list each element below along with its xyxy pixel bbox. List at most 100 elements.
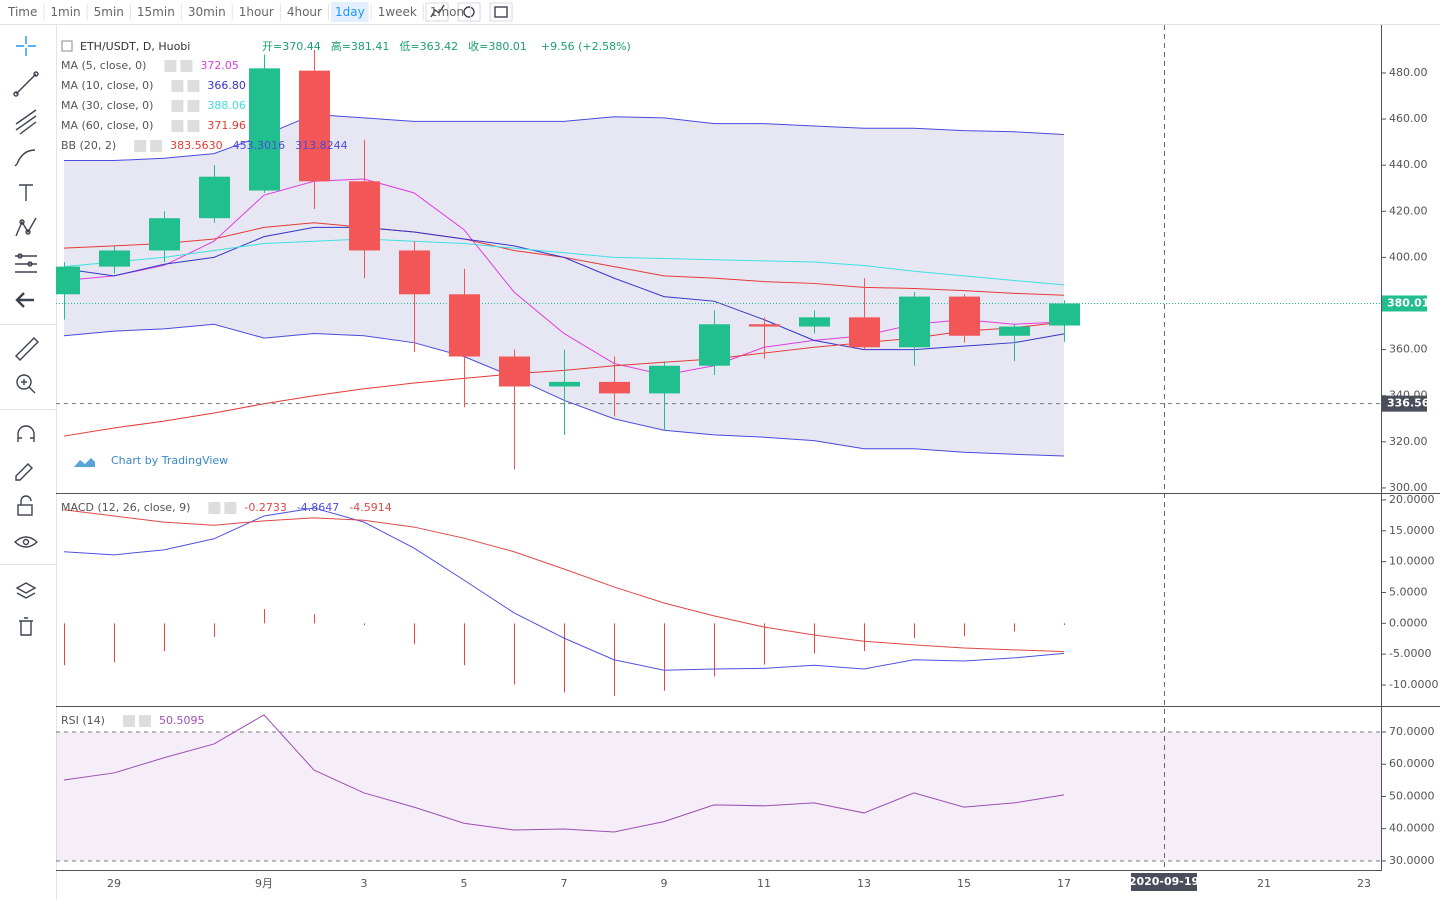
ohlc-label: 收=380.01 xyxy=(468,39,527,53)
ohlc-label: 开=370.44 xyxy=(262,40,321,53)
y-tick-label: 320.00 xyxy=(1389,435,1428,448)
y-tick-label: 400.00 xyxy=(1389,250,1428,263)
candle-body xyxy=(849,317,880,348)
magnet-tool[interactable] xyxy=(17,425,35,442)
indicator-value: 371.96 xyxy=(207,119,246,132)
legend-settings[interactable] xyxy=(122,715,135,727)
screenshot-icon xyxy=(494,6,508,18)
legend-settings[interactable] xyxy=(171,80,184,92)
indicator-value: 50.5095 xyxy=(159,714,205,727)
rsi-band xyxy=(56,731,1381,861)
x-tick-label: 3 xyxy=(361,877,368,890)
candle-body xyxy=(499,356,530,387)
candle-body xyxy=(399,250,430,295)
legend-close[interactable] xyxy=(180,60,193,72)
candle-body xyxy=(599,381,630,394)
x-tick-label: 15 xyxy=(957,877,971,890)
pattern-tool[interactable] xyxy=(15,217,37,237)
y-tick-label: 70.0000 xyxy=(1389,725,1435,738)
interval-button[interactable]: 1week xyxy=(378,5,417,19)
fib-tool[interactable] xyxy=(15,109,37,135)
y-tick-label: 0.0000 xyxy=(1389,616,1428,629)
y-tick-label: -10.0000 xyxy=(1389,678,1438,691)
crosshair-tool[interactable] xyxy=(16,36,36,56)
interval-button[interactable]: 1day xyxy=(335,5,365,19)
text-tool[interactable] xyxy=(19,184,33,201)
legend-settings[interactable] xyxy=(171,100,184,112)
settings-button[interactable] xyxy=(457,2,481,22)
left-toolbar xyxy=(0,25,57,900)
candle-body xyxy=(749,324,780,327)
x-tick-label: 5 xyxy=(461,877,468,890)
indicator-name: RSI (14) xyxy=(61,714,105,727)
back-tool[interactable] xyxy=(15,292,34,308)
candle-body xyxy=(349,181,380,251)
interval-button[interactable]: 5min xyxy=(94,5,124,19)
indicator-value: -4.8647 xyxy=(297,501,339,514)
ruler-tool[interactable] xyxy=(15,337,39,361)
x-tick-label: 11 xyxy=(757,877,771,890)
indicator-value: -4.5914 xyxy=(349,501,391,514)
candle-body xyxy=(199,176,230,219)
y-tick-label: 15.0000 xyxy=(1389,524,1435,537)
lock-tool[interactable] xyxy=(17,495,33,516)
candle-body xyxy=(449,294,480,357)
legend-close[interactable] xyxy=(138,715,151,727)
interval-button[interactable]: 1min xyxy=(50,5,80,19)
macd-line xyxy=(63,507,1065,671)
ohlc-label: 高=381.41 xyxy=(331,39,390,53)
legend-settings[interactable] xyxy=(134,140,147,152)
trend-line-tool[interactable] xyxy=(13,71,39,97)
indicator-value: 388.06 xyxy=(207,99,246,112)
marker-price-box xyxy=(1382,395,1427,412)
layers-tool[interactable] xyxy=(15,582,37,599)
indicator-button[interactable] xyxy=(425,2,449,22)
delete-tool[interactable] xyxy=(19,617,33,636)
visibility-tool[interactable] xyxy=(13,536,39,548)
x-tick-label: 23 xyxy=(1357,877,1371,890)
screenshot-button[interactable] xyxy=(489,2,513,22)
candle-body xyxy=(999,326,1030,336)
indicator-value: -0.2733 xyxy=(244,501,286,514)
interval-button[interactable]: 1mon xyxy=(430,5,464,19)
legend-close[interactable] xyxy=(150,140,163,152)
lock-draw-tool[interactable] xyxy=(15,463,33,481)
indicator-value: 372.05 xyxy=(200,59,239,72)
legend-settings[interactable] xyxy=(208,502,221,514)
interval-button[interactable]: 1hour xyxy=(239,5,274,19)
y-tick-label: 480.00 xyxy=(1389,66,1428,79)
legend-close[interactable] xyxy=(187,120,200,132)
collapse-icon[interactable] xyxy=(61,40,73,52)
interval-button[interactable]: 15min xyxy=(137,5,175,19)
legend-close[interactable] xyxy=(187,80,200,92)
y-tick-label: -5.0000 xyxy=(1389,647,1431,660)
crosshair-date-box xyxy=(1131,873,1197,891)
rsi-line xyxy=(63,714,1065,833)
candle-body xyxy=(299,70,330,182)
x-tick-label: 21 xyxy=(1257,877,1271,890)
x-tick-label: 13 xyxy=(857,877,871,890)
zoom-tool[interactable] xyxy=(16,374,36,394)
candle-body xyxy=(99,250,130,267)
ma-line xyxy=(63,238,1065,286)
interval-button[interactable]: 4hour xyxy=(287,5,322,19)
indicator-value: 366.80 xyxy=(207,79,246,92)
ma-line xyxy=(63,178,1065,376)
x-tick-label: 9 xyxy=(661,877,668,890)
legend-settings[interactable] xyxy=(164,60,177,72)
interval-button[interactable]: Time xyxy=(7,5,37,19)
brush-tool[interactable] xyxy=(14,149,36,167)
interval-active-bg xyxy=(330,2,369,22)
x-tick-label: 17 xyxy=(1057,877,1071,890)
last-price-box xyxy=(1382,295,1427,312)
indicator-name: MA (5, close, 0) xyxy=(61,59,146,72)
legend-settings[interactable] xyxy=(171,120,184,132)
interval-button[interactable]: 30min xyxy=(188,5,226,19)
x-tick-label: 29 xyxy=(107,877,121,890)
settings-icon xyxy=(463,6,475,18)
legend-close[interactable] xyxy=(224,502,237,514)
prediction-tool[interactable] xyxy=(15,253,37,273)
legend-close[interactable] xyxy=(187,100,200,112)
y-tick-label: 40.0000 xyxy=(1389,822,1435,835)
